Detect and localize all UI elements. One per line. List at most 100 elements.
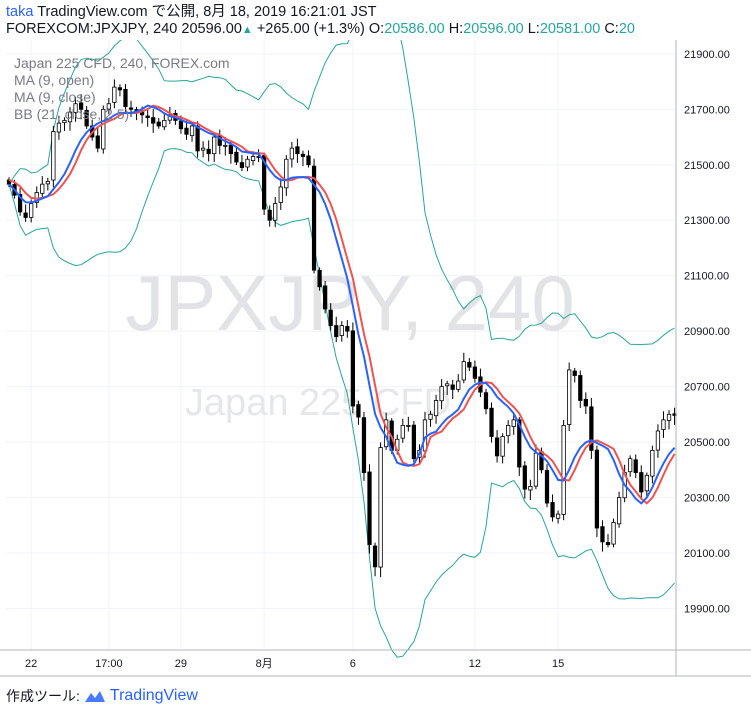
price-change: +265.00 (+1.3%) (256, 21, 365, 37)
candlesticks (6, 79, 677, 578)
symbol-line: FOREXCOM:JPXJPY, 240 20596.00 ▲ +265.00 (… (6, 21, 635, 39)
moving-averages (8, 104, 676, 505)
y-tick-label: 21700.00 (684, 104, 730, 116)
up-arrow-icon: ▲ (241, 24, 253, 36)
candle-body (289, 147, 294, 160)
candle-body (600, 526, 605, 543)
candle-body (95, 135, 100, 149)
candle-body (284, 158, 289, 189)
indicator-legend[interactable]: Japan 225 CFD, 240, FOREX.com MA (9, ope… (14, 55, 230, 122)
footer-label: 作成ツール: (6, 688, 80, 704)
candle-body (406, 425, 411, 427)
candle-body (17, 194, 23, 213)
candle-body (51, 131, 56, 181)
legend-series[interactable]: Japan 225 CFD, 240, FOREX.com (14, 55, 230, 71)
candle-body (101, 108, 106, 150)
candle-body (578, 375, 583, 401)
candle-body (655, 430, 661, 451)
watermark-description: Japan 225 CFD (185, 382, 451, 424)
candle-body (589, 406, 594, 451)
candle-body (262, 155, 267, 210)
candle-body (567, 369, 572, 425)
bollinger-bands (8, 0, 675, 658)
candle-body (561, 425, 566, 515)
candle-body (56, 122, 62, 133)
candle-body (178, 120, 184, 130)
candle-body (378, 447, 383, 568)
candle-body (450, 384, 455, 390)
candle-body (29, 203, 34, 218)
footer: 作成ツール: TradingView (6, 686, 198, 706)
candle-body (356, 404, 361, 418)
publish-line: taka TradingView.com で公開, 8月 18, 2019 16… (6, 4, 377, 21)
candle-body (650, 449, 655, 477)
candle-body (162, 120, 167, 128)
y-tick-label: 20100.00 (684, 548, 730, 560)
candle-body (483, 392, 489, 410)
candle-body (117, 87, 123, 91)
candle-body (84, 110, 89, 127)
candle-body (639, 472, 644, 493)
candle-body (250, 156, 256, 162)
candle-body (184, 127, 189, 135)
author-name[interactable]: taka (6, 4, 34, 20)
candle-body (350, 330, 355, 407)
legend-ma-open[interactable]: MA (9, open) (14, 72, 94, 88)
candle-body (40, 183, 45, 194)
candle-body (661, 419, 666, 430)
y-tick-label: 19900.00 (684, 603, 730, 615)
x-tick-label: 8月 (256, 658, 273, 670)
high-value: 20596.00 (463, 21, 524, 37)
candle-body (67, 111, 73, 123)
candle-body (456, 380, 461, 390)
y-tick-label: 20900.00 (684, 326, 730, 338)
candle-body (156, 121, 161, 127)
candle-body (472, 366, 478, 379)
publish-info: TradingView.com で公開, 8月 18, 2019 16:21:0… (37, 4, 377, 20)
low-label: L: (527, 21, 540, 37)
candle-body (594, 449, 600, 529)
candle-body (206, 148, 211, 155)
chart-header: taka TradingView.com で公開, 8月 18, 2019 16… (0, 0, 751, 40)
ma-close-line (8, 104, 676, 505)
candle-body (339, 325, 344, 336)
candle-body (372, 545, 378, 568)
candle-body (228, 144, 233, 155)
y-tick-label: 21100.00 (684, 271, 729, 283)
candle-body (317, 270, 322, 288)
footer-brand[interactable]: TradingView (109, 687, 198, 704)
candle-body (328, 309, 333, 326)
candle-body (494, 437, 500, 457)
open-value: 20586.00 (384, 21, 445, 37)
candle-body (300, 153, 306, 157)
x-tick-label: 6 (350, 658, 356, 670)
watermark-symbol: JPXJPY, 240 (125, 259, 575, 347)
candle-body (361, 417, 367, 473)
close-value: 20 (618, 21, 635, 37)
candle-body (123, 88, 128, 107)
y-tick-label: 20700.00 (684, 382, 730, 394)
x-tick-label: 17:00 (95, 658, 123, 670)
candle-body (273, 203, 278, 221)
candle-body (433, 400, 439, 417)
candle-body (400, 425, 405, 439)
candle-body (550, 502, 555, 518)
candle-body (611, 522, 616, 545)
bollinger-lower (8, 148, 675, 658)
x-tick-label: 12 (469, 658, 481, 670)
candle-body (616, 497, 622, 525)
symbol-info: FOREXCOM:JPXJPY, 240 (6, 21, 178, 37)
candle-body (445, 383, 450, 387)
candle-body (439, 386, 444, 402)
legend-bollinger[interactable]: BB (21, close, 2.5) (14, 106, 129, 122)
candle-body (112, 86, 117, 103)
candle-body (323, 285, 328, 310)
candle-body (522, 465, 527, 490)
legend-ma-close[interactable]: MA (9, close) (14, 89, 96, 105)
candle-body (367, 471, 372, 546)
candle-body (666, 413, 672, 421)
x-tick-label: 22 (25, 658, 37, 670)
candle-body (489, 407, 494, 437)
candle-body (422, 419, 428, 452)
